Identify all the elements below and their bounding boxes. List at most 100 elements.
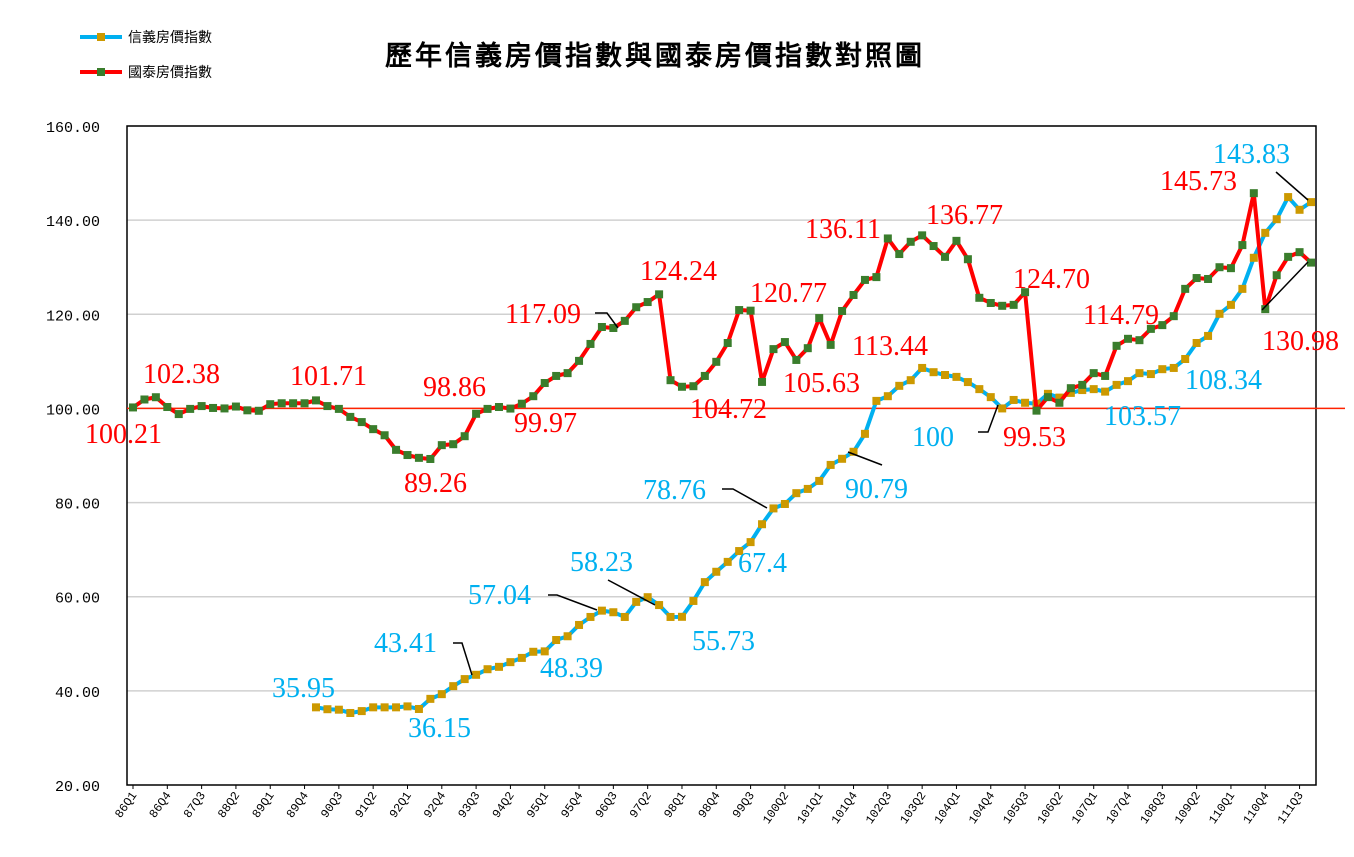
x-tick-label: 91Q2 (352, 789, 380, 821)
data-point (300, 399, 309, 408)
x-tick-label: 96Q3 (593, 789, 621, 821)
data-point (460, 675, 469, 684)
legend: 信義房價指數 國泰房價指數 (80, 29, 212, 81)
data-point (860, 429, 869, 438)
data-point (426, 454, 435, 463)
data-label: 120.77 (750, 278, 827, 309)
data-point (1078, 386, 1087, 395)
data-point (392, 445, 401, 454)
data-point (1158, 321, 1167, 330)
data-point (1089, 369, 1098, 378)
data-point (906, 376, 915, 385)
data-point (998, 404, 1007, 413)
data-point (860, 275, 869, 284)
x-tick-label: 99Q3 (730, 789, 758, 821)
leader-line (978, 404, 999, 433)
data-point (1124, 334, 1133, 343)
x-tick-label: 107Q4 (1103, 789, 1135, 827)
data-label: 124.24 (640, 256, 717, 287)
x-tick-label: 104Q1 (932, 789, 964, 827)
data-label: 99.53 (1003, 422, 1066, 453)
data-point (586, 612, 595, 621)
x-tick-label: 104Q4 (966, 789, 998, 827)
x-tick-label: 108Q3 (1137, 789, 1169, 827)
data-point (883, 392, 892, 401)
data-point (517, 653, 526, 662)
data-point (506, 658, 515, 667)
data-point (758, 520, 767, 529)
data-point (826, 340, 835, 349)
data-label: 78.76 (643, 475, 706, 506)
data-point (506, 404, 515, 413)
legend-marker-sinyi (97, 33, 105, 41)
legend-label-sinyi: 信義房價指數 (128, 29, 212, 46)
data-label: 113.44 (852, 331, 928, 362)
data-point (849, 290, 858, 299)
data-point (952, 236, 961, 245)
data-point (666, 376, 675, 385)
data-point (563, 369, 572, 378)
leader-line (847, 451, 883, 466)
data-point (723, 338, 732, 347)
data-point (323, 402, 332, 411)
x-tick-label: 98Q4 (696, 789, 724, 821)
data-point (1226, 300, 1235, 309)
x-tick-label: 105Q3 (1000, 789, 1032, 827)
data-point (723, 557, 732, 566)
data-point (437, 441, 446, 450)
chart-title: 歷年信義房價指數與國泰房價指數對照圖 (385, 40, 925, 72)
data-point (140, 395, 149, 404)
data-point (746, 538, 755, 547)
x-tick-label: 92Q1 (387, 789, 415, 821)
data-point (311, 703, 320, 712)
data-point (1135, 369, 1144, 378)
data-point (277, 399, 286, 408)
data-point (838, 306, 847, 315)
data-point (403, 702, 412, 711)
x-tick-label: 111Q3 (1275, 789, 1307, 827)
data-point (414, 453, 423, 462)
y-tick-label: 140.00 (46, 214, 100, 231)
leader-line (1261, 261, 1309, 311)
data-label: 89.26 (404, 468, 467, 499)
data-point (1055, 393, 1064, 402)
data-point (700, 578, 709, 587)
data-point (151, 393, 160, 402)
data-point (1101, 371, 1110, 380)
x-tick-label: 94Q2 (490, 789, 518, 821)
data-point (1295, 205, 1304, 214)
data-point (472, 670, 481, 679)
data-point (1043, 393, 1052, 402)
y-axis: 20.00 40.00 60.00 80.00 100.00 120.00 140.00 16… (46, 120, 100, 796)
data-label: 104.72 (690, 394, 767, 425)
data-point (1009, 300, 1018, 309)
data-point (620, 612, 629, 621)
x-tick-label: 86Q1 (112, 789, 140, 821)
data-point (1307, 198, 1315, 207)
data-point (895, 250, 904, 259)
data-point (1272, 215, 1281, 224)
data-point (575, 620, 584, 629)
data-point (769, 345, 778, 354)
data-point (357, 418, 366, 427)
data-point (243, 406, 252, 415)
data-point (803, 344, 812, 353)
data-point (918, 231, 927, 240)
data-point (735, 306, 744, 315)
x-tick-label: 110Q4 (1240, 789, 1272, 827)
data-point (163, 403, 172, 412)
data-point (174, 410, 183, 419)
data-point (1032, 406, 1041, 415)
data-point (483, 404, 492, 413)
data-point (529, 392, 538, 401)
data-point (643, 298, 652, 307)
data-point (552, 371, 561, 380)
x-tick-label: 95Q1 (524, 789, 552, 821)
data-label: 90.79 (845, 474, 908, 505)
data-point (1021, 288, 1030, 297)
data-point (414, 704, 423, 713)
x-axis: 86Q1 86Q4 87Q3 88Q2 89Q1 89Q4 90Q3 91Q2 92Q1 92Q4… (112, 785, 1307, 827)
x-tick-label: 103Q2 (897, 789, 929, 827)
y-tick-label: 60.00 (55, 591, 100, 608)
data-point (620, 316, 629, 325)
